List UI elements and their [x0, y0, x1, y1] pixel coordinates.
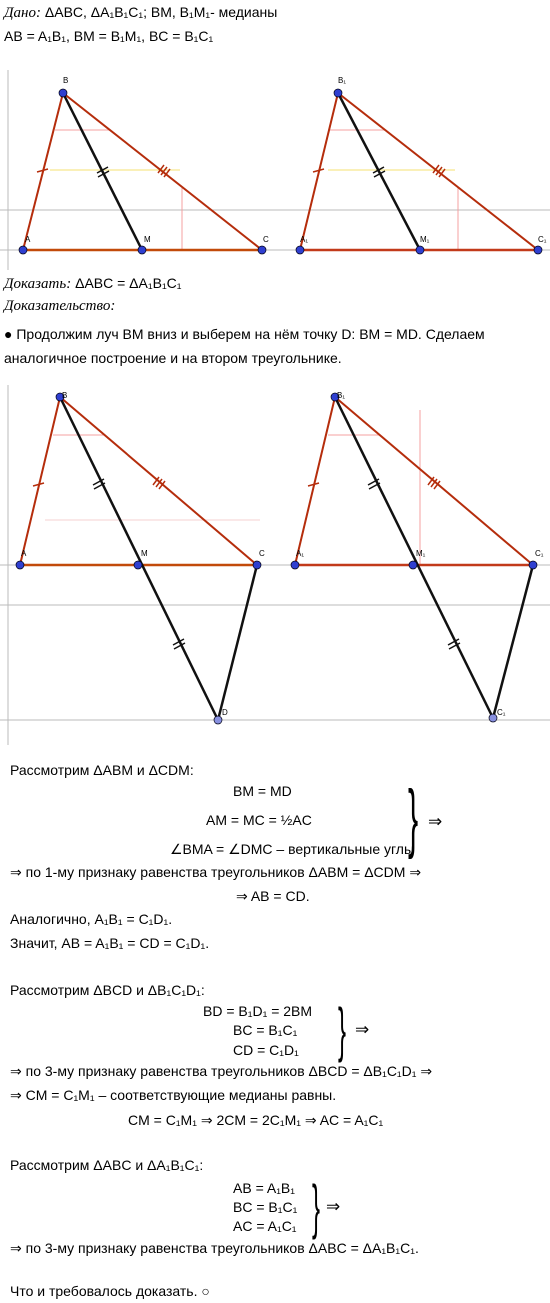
system-line: AC = A₁C₁ — [233, 1218, 297, 1234]
point-label: A₁ — [296, 549, 304, 558]
part3-intro: Рассмотрим ΔABC и ΔA₁B₁C₁: — [10, 1157, 204, 1173]
point-label: C₁ — [538, 235, 547, 244]
implies: ⇒ — [428, 812, 443, 831]
brace: } — [338, 996, 347, 1063]
brace: } — [408, 775, 419, 860]
system-line: BC = B₁C₁ — [233, 1022, 298, 1038]
step-1: ● Продолжим луч BM вниз и выберем на нём… — [4, 326, 485, 366]
figure-1: B A M C B₁ A₁ M₁ C₁ — [0, 70, 550, 270]
point-label: C₁ — [535, 549, 544, 558]
implies: ⇒ — [326, 1197, 341, 1216]
system-line: BM = MD — [233, 783, 292, 799]
system-line: AB = A₁B₁ — [233, 1180, 295, 1196]
figure-2: B A M C D B₁ A₁ M₁ C₁ C₁ — [0, 385, 550, 745]
point-label: M₁ — [416, 549, 426, 558]
point-label: B₁ — [337, 391, 345, 400]
implies: ⇒ — [355, 1020, 370, 1039]
point-label: C₁ — [497, 708, 506, 717]
system-line: AM = MC = ½AC — [206, 812, 312, 828]
point-label: A₁ — [300, 235, 308, 244]
brace: } — [312, 1173, 321, 1240]
conclusion: ⇒ по 3-му признаку равенства треугольник… — [10, 1240, 419, 1256]
point-label: D — [222, 708, 228, 717]
system-line: ∠BMA = ∠DMC – вертикальные углы — [170, 841, 415, 857]
point-label: C — [263, 235, 269, 244]
point-label: C — [259, 549, 265, 558]
point-label: A — [21, 549, 27, 558]
point-label: A — [25, 235, 31, 244]
system-line: BD = B₁D₁ = 2BM — [203, 1003, 313, 1019]
given-line: Дано: ΔABC, ΔA₁B₁C₁; BM, B₁M₁- медианы — [4, 4, 277, 22]
point-label: B — [63, 76, 68, 85]
therefore: Значит, AB = A₁B₁ = CD = C₁D₁. — [10, 935, 210, 951]
given-equalities: AB = A₁B₁, BM = B₁M₁, BC = B₁C₁ — [4, 28, 214, 44]
point-label: M₁ — [420, 235, 430, 244]
system-line: BC = B₁C₁ — [233, 1199, 298, 1215]
system-line: CD = C₁D₁ — [233, 1042, 299, 1058]
point-label: M — [141, 549, 148, 558]
point-label: B — [62, 391, 67, 400]
conclusion: ⇒ CM = C₁M₁ – соответствующие медианы ра… — [10, 1087, 337, 1103]
conclusion: ⇒ по 3-му признаку равенства треугольник… — [10, 1063, 433, 1079]
end-note: Что и требовалось доказать. ○ — [10, 1283, 210, 1299]
conclusion: ⇒ по 1-му признаку равенства треугольник… — [10, 864, 422, 880]
point-label: B₁ — [338, 76, 346, 85]
similar: Аналогично, A₁B₁ = C₁D₁. — [10, 911, 173, 927]
point-label: M — [144, 235, 151, 244]
proof-label: Доказательство: — [4, 298, 116, 314]
conclusion: ⇒ AB = CD. — [236, 888, 310, 904]
part1-intro: Рассмотрим ΔABM и ΔCDM: — [10, 762, 194, 778]
given-label: Дано: — [4, 5, 41, 21]
conclusion: CM = C₁M₁ ⇒ 2CM = 2C₁M₁ ⇒ AC = A₁C₁ — [128, 1112, 384, 1128]
prove-line: Доказать: ΔABC = ΔA₁B₁C₁ — [4, 275, 182, 293]
prove-text: ΔABC = ΔA₁B₁C₁ — [75, 275, 182, 291]
given-text: ΔABC, ΔA₁B₁C₁; BM, B₁M₁- медианы — [44, 4, 278, 20]
part2-intro: Рассмотрим ΔBCD и ΔB₁C₁D₁: — [10, 982, 205, 998]
prove-label: Доказать: — [4, 276, 72, 292]
